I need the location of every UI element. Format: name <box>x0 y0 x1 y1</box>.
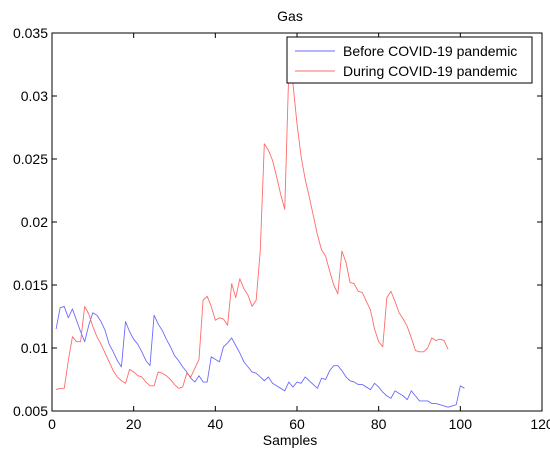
y-tick-label: 0.01 <box>21 340 48 356</box>
y-tick-label: 0.025 <box>13 151 48 167</box>
chart-title: Gas <box>277 8 303 24</box>
legend-label: During COVID-19 pandemic <box>343 63 517 79</box>
series-line-2 <box>55 69 449 391</box>
x-tick-label: 120 <box>530 416 550 432</box>
x-tick-label: 40 <box>208 416 224 432</box>
y-tick-label: 0.005 <box>13 403 48 419</box>
axis-layer: 0 20 40 60 80 100 120 0.005 0.01 0.015 0.02 0.025 0.… <box>13 25 550 432</box>
x-tick-label: 0 <box>48 416 56 432</box>
series-layer <box>55 69 465 408</box>
y-tick-label: 0.02 <box>21 214 48 230</box>
x-tick-label: 100 <box>449 416 473 432</box>
plot-area <box>51 32 543 412</box>
x-tick-label: 20 <box>126 416 142 432</box>
series-line-1 <box>55 305 465 408</box>
y-tick-label: 0.035 <box>13 25 48 41</box>
legend-box <box>286 36 533 84</box>
y-tick-label: 0.015 <box>13 277 48 293</box>
x-tick-label: 60 <box>289 416 305 432</box>
x-axis-label: Samples <box>263 432 317 448</box>
legend-label: Before COVID-19 pandemic <box>343 43 517 59</box>
legend: Before COVID-19 pandemic During COVID-19 … <box>286 36 533 84</box>
y-tick-label: 0.03 <box>21 88 48 104</box>
x-tick-label: 80 <box>371 416 387 432</box>
